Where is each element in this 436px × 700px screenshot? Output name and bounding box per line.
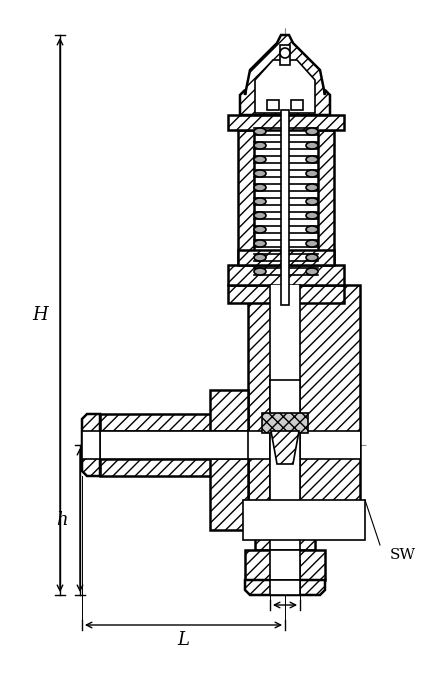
Text: DN: DN bbox=[272, 583, 298, 597]
Bar bbox=[228, 265, 344, 285]
Bar bbox=[291, 100, 303, 110]
Bar bbox=[270, 380, 300, 550]
Bar bbox=[262, 413, 308, 433]
Bar bbox=[82, 431, 100, 459]
Ellipse shape bbox=[306, 240, 318, 247]
Ellipse shape bbox=[306, 142, 318, 149]
Circle shape bbox=[280, 48, 290, 58]
Polygon shape bbox=[82, 414, 100, 476]
Bar bbox=[248, 285, 360, 530]
Bar bbox=[228, 115, 344, 130]
Ellipse shape bbox=[254, 254, 266, 261]
Bar bbox=[281, 110, 289, 305]
Polygon shape bbox=[271, 431, 299, 464]
Polygon shape bbox=[255, 60, 315, 113]
Ellipse shape bbox=[306, 268, 318, 275]
Ellipse shape bbox=[254, 240, 266, 247]
Bar bbox=[210, 431, 360, 459]
Text: H: H bbox=[32, 306, 48, 324]
Ellipse shape bbox=[254, 170, 266, 177]
Ellipse shape bbox=[306, 156, 318, 163]
Bar bbox=[238, 130, 254, 285]
Text: SW: SW bbox=[390, 548, 416, 562]
Bar bbox=[210, 390, 248, 530]
Bar bbox=[270, 580, 300, 595]
Bar bbox=[255, 380, 315, 550]
Ellipse shape bbox=[254, 156, 266, 163]
Ellipse shape bbox=[306, 184, 318, 191]
Bar bbox=[267, 100, 279, 110]
Ellipse shape bbox=[254, 226, 266, 233]
Polygon shape bbox=[240, 35, 330, 115]
Ellipse shape bbox=[254, 184, 266, 191]
Ellipse shape bbox=[306, 170, 318, 177]
Ellipse shape bbox=[306, 198, 318, 205]
Ellipse shape bbox=[306, 226, 318, 233]
Bar bbox=[100, 459, 248, 476]
Ellipse shape bbox=[254, 268, 266, 275]
Ellipse shape bbox=[306, 212, 318, 219]
Ellipse shape bbox=[306, 254, 318, 261]
Bar bbox=[243, 500, 365, 540]
Ellipse shape bbox=[254, 142, 266, 149]
Bar bbox=[270, 285, 300, 530]
Ellipse shape bbox=[306, 128, 318, 135]
Text: L: L bbox=[177, 631, 190, 649]
Bar bbox=[238, 250, 334, 265]
Ellipse shape bbox=[254, 198, 266, 205]
Text: h: h bbox=[56, 511, 68, 529]
Bar bbox=[100, 431, 248, 459]
Bar bbox=[270, 550, 300, 580]
Bar bbox=[318, 130, 334, 285]
Bar bbox=[280, 45, 290, 65]
Bar bbox=[228, 285, 344, 303]
Bar bbox=[100, 414, 248, 431]
Polygon shape bbox=[245, 580, 325, 595]
Ellipse shape bbox=[254, 212, 266, 219]
Ellipse shape bbox=[254, 128, 266, 135]
Bar bbox=[245, 550, 325, 580]
